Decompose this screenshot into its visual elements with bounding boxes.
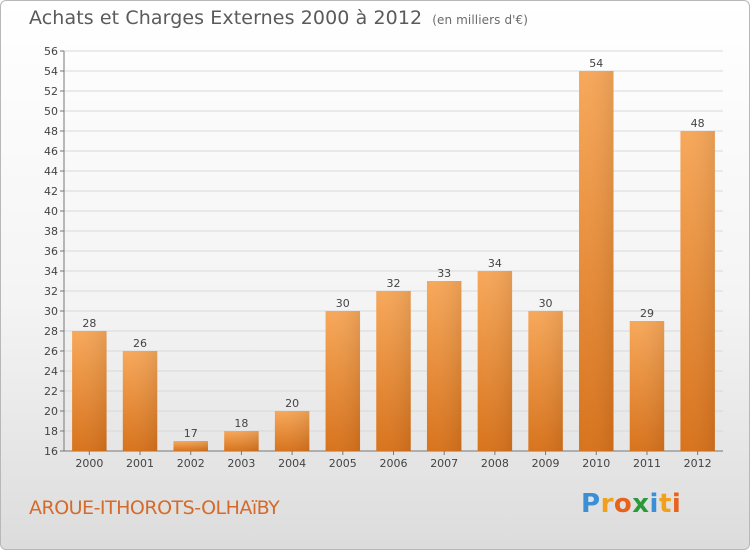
y-tick-label: 26 — [44, 345, 58, 358]
y-tick-label: 32 — [44, 285, 58, 298]
y-tick-label: 30 — [44, 305, 58, 318]
y-tick-label: 50 — [44, 105, 58, 118]
x-tick-label: 2010 — [582, 457, 610, 470]
y-tick-label: 16 — [44, 445, 58, 458]
x-tick-label: 2000 — [75, 457, 103, 470]
chart-title: Achats et Charges Externes 2000 à 2012 (e… — [29, 7, 528, 29]
logo-letter: t — [658, 489, 672, 519]
x-tick-label: 2002 — [177, 457, 205, 470]
bar-shade — [325, 311, 361, 451]
x-tick-label: 2012 — [684, 457, 712, 470]
x-tick-label: 2008 — [481, 457, 509, 470]
logo-letter: P — [581, 489, 601, 519]
y-tick-label: 28 — [44, 325, 58, 338]
value-label: 29 — [640, 307, 654, 320]
value-label: 18 — [234, 417, 248, 430]
x-tick-label: 2009 — [532, 457, 560, 470]
bar-shade — [173, 441, 208, 451]
bar-shade — [376, 291, 411, 451]
y-tick-label: 20 — [44, 405, 58, 418]
value-label: 34 — [488, 257, 502, 270]
value-label: 30 — [336, 297, 350, 310]
value-label: 17 — [184, 427, 198, 440]
bar-shade — [122, 351, 158, 451]
axis-layer: 16 18 20 22 24 26 28 30 32 34 36 38 40 42 44 46 48 50 52 54… — [44, 45, 723, 470]
y-tick-label: 52 — [44, 85, 58, 98]
y-tick-label: 56 — [44, 45, 58, 58]
y-tick-label: 34 — [44, 265, 58, 278]
y-tick-label: 46 — [44, 145, 58, 158]
y-tick-label: 36 — [44, 245, 58, 258]
label-layer: 28 26 17 18 20 30 32 33 34 30 54 29 48 — [82, 57, 704, 440]
x-tick-label: 2004 — [278, 457, 306, 470]
bar-shade — [224, 431, 259, 451]
bar-shade — [579, 71, 614, 451]
value-label: 33 — [437, 267, 451, 280]
bar-shade — [629, 321, 665, 451]
bar-shade — [528, 311, 563, 451]
x-tick-label: 2011 — [633, 457, 661, 470]
y-tick-label: 22 — [44, 385, 58, 398]
y-tick-label: 18 — [44, 425, 58, 438]
y-tick-label: 38 — [44, 225, 58, 238]
x-tick-label: 2005 — [329, 457, 357, 470]
logo-letter: x — [632, 489, 650, 519]
bar-layer — [72, 71, 715, 451]
y-tick-label: 24 — [44, 365, 58, 378]
x-tick-label: 2007 — [430, 457, 458, 470]
bar-shade — [274, 411, 310, 451]
chart-title-text: Achats et Charges Externes 2000 à 2012 — [29, 7, 423, 29]
chart-subtitle: (en milliers d'€) — [432, 13, 529, 27]
logo-letter: r — [600, 489, 614, 519]
logo-letter: o — [613, 489, 633, 519]
bar-shade — [426, 281, 462, 451]
y-tick-label: 54 — [44, 65, 58, 78]
proxiti-logo[interactable]: Proxiti — [581, 489, 681, 519]
y-tick-label: 44 — [44, 165, 58, 178]
bar-shade — [680, 131, 715, 451]
logo-letter: i — [671, 489, 682, 519]
value-label: 32 — [387, 277, 401, 290]
y-tick-label: 42 — [44, 185, 58, 198]
x-tick-label: 2003 — [227, 457, 255, 470]
bar-shade — [477, 271, 513, 451]
commune-name: AROUE-ITHOROTS-OLHAïBY — [29, 497, 280, 519]
bar-shade — [72, 331, 107, 451]
value-label: 48 — [691, 117, 705, 130]
y-tick-label: 40 — [44, 205, 58, 218]
logo-letter: i — [649, 489, 659, 519]
value-label: 20 — [285, 397, 299, 410]
x-tick-label: 2001 — [126, 457, 154, 470]
value-label: 30 — [539, 297, 553, 310]
value-label: 54 — [589, 57, 603, 70]
value-label: 26 — [133, 337, 147, 350]
value-label: 28 — [82, 317, 96, 330]
x-tick-label: 2006 — [380, 457, 408, 470]
y-tick-label: 48 — [44, 125, 58, 138]
